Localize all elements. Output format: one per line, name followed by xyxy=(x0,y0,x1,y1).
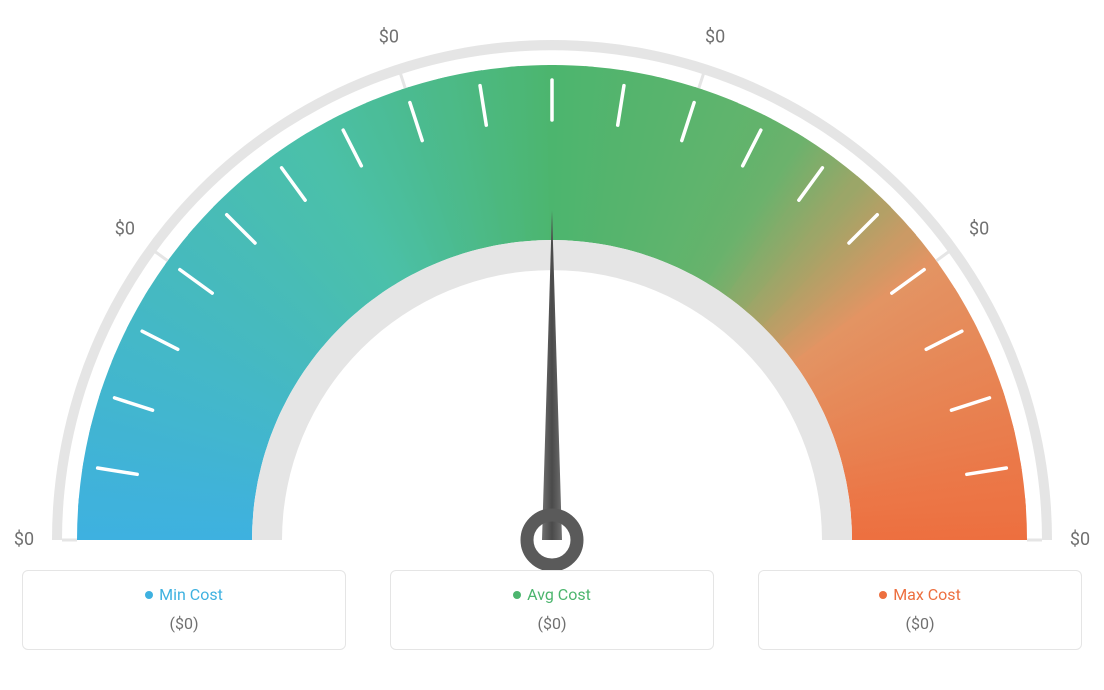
legend-card-avg: Avg Cost ($0) xyxy=(390,570,714,650)
gauge-tick-label: $0 xyxy=(14,529,34,550)
cost-gauge-chart: $0 $0 $0 $0 $0 $0 Min Cost ($0) Avg Cost ($0)… xyxy=(0,0,1104,690)
legend-dot-max xyxy=(879,591,887,599)
legend-value-avg: ($0) xyxy=(391,614,713,633)
legend-label-max: Max Cost xyxy=(893,585,961,604)
legend-title-max: Max Cost xyxy=(759,585,1081,604)
gauge-area: $0 $0 $0 $0 $0 $0 xyxy=(0,0,1104,570)
legend-title-avg: Avg Cost xyxy=(391,585,713,604)
legend-card-max: Max Cost ($0) xyxy=(758,570,1082,650)
gauge-tick-label: $0 xyxy=(969,218,989,239)
legend-title-min: Min Cost xyxy=(23,585,345,604)
legend-label-avg: Avg Cost xyxy=(527,585,591,604)
gauge-svg: $0 $0 $0 $0 $0 $0 xyxy=(0,0,1104,570)
legend-label-min: Min Cost xyxy=(159,585,223,604)
legend-value-min: ($0) xyxy=(23,614,345,633)
legend-dot-min xyxy=(145,591,153,599)
gauge-tick-label: $0 xyxy=(1070,529,1090,550)
legend-dot-avg xyxy=(513,591,521,599)
gauge-tick-label: $0 xyxy=(379,27,399,48)
gauge-tick-label: $0 xyxy=(115,218,135,239)
gauge-tick-label: $0 xyxy=(705,27,725,48)
legend-row: Min Cost ($0) Avg Cost ($0) Max Cost ($0… xyxy=(22,570,1082,650)
legend-value-max: ($0) xyxy=(759,614,1081,633)
legend-card-min: Min Cost ($0) xyxy=(22,570,346,650)
